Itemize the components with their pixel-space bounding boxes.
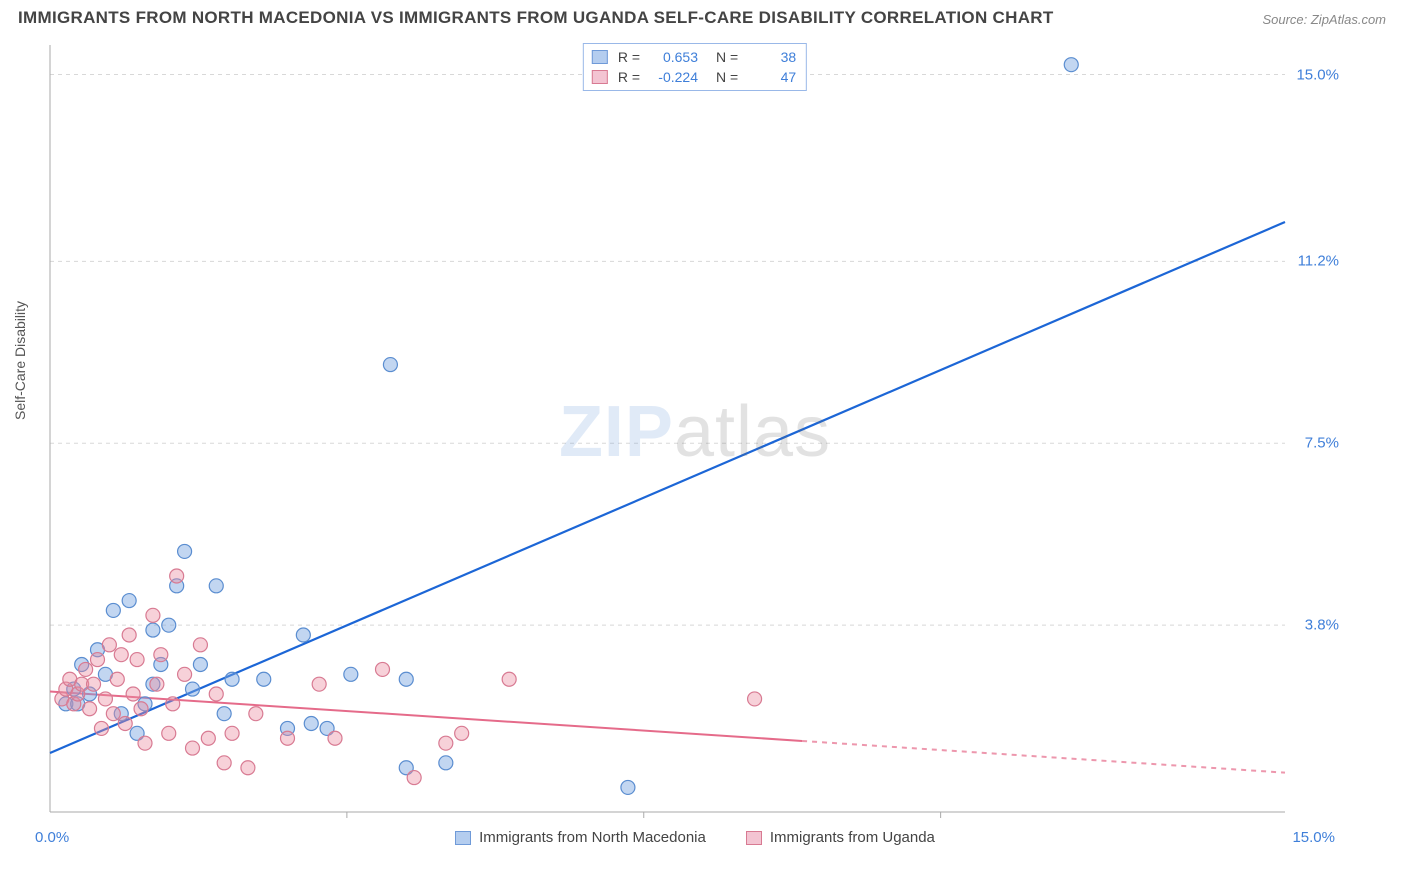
legend-row-2: R = -0.224 N = 47: [592, 67, 796, 87]
legend-row-1: R = 0.653 N = 38: [592, 47, 796, 67]
page-title: IMMIGRANTS FROM NORTH MACEDONIA VS IMMIG…: [18, 8, 1054, 28]
r-value-1: 0.653: [650, 47, 698, 67]
source-label: Source: ZipAtlas.com: [1262, 12, 1386, 27]
y-axis-label: Self-Care Disability: [12, 301, 28, 420]
y-tick-label: 3.8%: [1305, 617, 1339, 634]
y-tick-label: 7.5%: [1305, 435, 1339, 452]
y-tick-label: 15.0%: [1296, 66, 1339, 83]
n-value-1: 38: [748, 47, 796, 67]
legend-correlation: R = 0.653 N = 38 R = -0.224 N = 47: [583, 43, 807, 91]
y-tick-label: 11.2%: [1298, 253, 1339, 270]
r-label: R =: [618, 67, 640, 87]
legend-swatch-uganda: [592, 70, 608, 84]
n-label: N =: [716, 47, 738, 67]
n-value-2: 47: [748, 67, 796, 87]
r-label: R =: [618, 47, 640, 67]
n-label: N =: [716, 67, 738, 87]
x-axis-max-label: 15.0%: [1292, 829, 1335, 846]
r-value-2: -0.224: [650, 67, 698, 87]
legend-swatch-macedonia: [592, 50, 608, 64]
chart-area: ZIPatlas R = 0.653 N = 38 R = -0.224 N =…: [45, 40, 1345, 840]
scatter-chart: [45, 40, 1345, 840]
x-axis-min-label: 0.0%: [35, 829, 69, 846]
